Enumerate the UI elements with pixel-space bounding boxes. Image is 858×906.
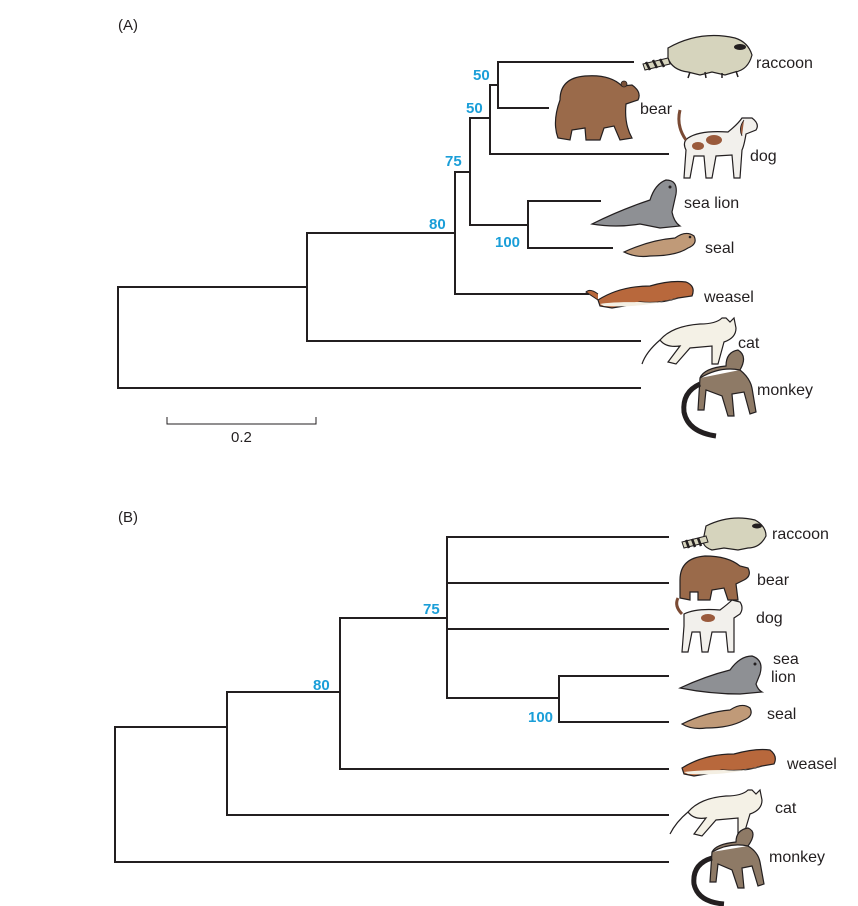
leaf-label-raccoon: raccoon	[756, 55, 813, 72]
leaf-label-raccoon: raccoon	[772, 526, 829, 543]
leaf-label-sea-lion-2: lion	[771, 669, 796, 686]
panel-a-tree	[117, 61, 669, 389]
panel-a-label: (A)	[118, 17, 138, 34]
branch-a-seal	[527, 200, 613, 249]
sea-lion-icon	[678, 655, 765, 695]
bear-icon	[679, 555, 750, 601]
leaf-label-monkey: monkey	[757, 382, 813, 399]
leaf-label-cat: cat	[738, 335, 760, 352]
seal-icon	[680, 704, 752, 730]
support-value: 80	[313, 677, 330, 694]
panel-b-tree	[114, 536, 669, 863]
scale-bar-line	[166, 417, 317, 425]
leaf-label-dog: dog	[756, 610, 783, 627]
leaf-label-seal: seal	[767, 706, 796, 723]
weasel-icon	[585, 280, 694, 309]
branch-b-monkey	[114, 726, 669, 863]
leaf-label-monkey: monkey	[769, 849, 825, 866]
cat-icon	[641, 316, 737, 365]
leaf-label-bear: bear	[640, 101, 673, 118]
cat-icon	[669, 788, 763, 837]
monkey-icon	[691, 827, 765, 906]
branch-b-weasel	[339, 617, 669, 770]
sea-lion-icon	[590, 179, 682, 229]
support-value: 100	[495, 234, 520, 251]
raccoon-icon	[642, 34, 753, 79]
leaf-label-weasel: weasel	[703, 289, 754, 306]
leaf-label-sea-lion: sea lion	[684, 195, 739, 212]
dog-icon	[677, 109, 758, 179]
bear-icon	[554, 75, 640, 141]
monkey-icon	[681, 349, 757, 439]
branch-a-dog	[489, 84, 669, 155]
leaf-label-cat: cat	[775, 800, 797, 817]
leaf-label-sea-lion-1: sea	[773, 651, 799, 668]
branch-b-seal	[558, 675, 669, 723]
seal-icon	[622, 232, 696, 258]
support-value: 50	[473, 67, 490, 84]
branch-a-bear	[497, 61, 549, 109]
branch-a-cat	[306, 232, 641, 342]
panel-a: (A) 50 50 75 80	[117, 17, 813, 446]
support-value: 75	[445, 153, 462, 170]
support-value: 75	[423, 601, 440, 618]
weasel-icon	[681, 748, 776, 777]
leaf-label-bear: bear	[757, 572, 790, 589]
leaf-label-dog: dog	[750, 148, 777, 165]
panel-b: (B) 75 80 100 raccoon	[114, 509, 837, 906]
support-value: 100	[528, 709, 553, 726]
leaf-label-weasel: weasel	[786, 756, 837, 773]
dog-icon	[675, 597, 743, 653]
support-value: 80	[429, 216, 446, 233]
leaf-label-seal: seal	[705, 240, 734, 257]
raccoon-icon	[681, 517, 767, 551]
support-value: 50	[466, 100, 483, 117]
branch-a-weasel	[454, 171, 589, 295]
scale-bar-label: 0.2	[231, 429, 252, 446]
panel-b-label: (B)	[118, 509, 138, 526]
branch-b-polytomy	[446, 536, 560, 699]
scale-bar: 0.2	[166, 417, 317, 446]
branch-b-cat	[226, 691, 669, 816]
branch-a-pinnipeds	[469, 117, 529, 226]
branch-a-root	[117, 286, 641, 389]
